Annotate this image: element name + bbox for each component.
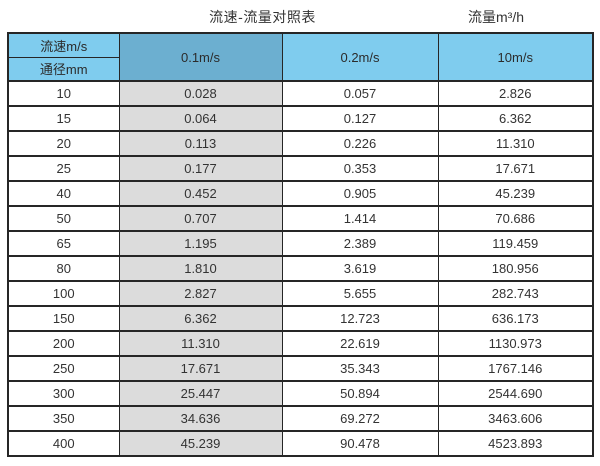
flow-cell-0-2ms: 5.655	[281, 280, 439, 307]
flow-cell-0-2ms: 0.353	[281, 155, 439, 182]
flow-cell-0-2ms: 0.127	[281, 105, 439, 132]
header-row-bottom: 通径mm	[7, 56, 593, 82]
flow-cell-0-2ms: 12.723	[281, 305, 439, 332]
diameter-cell: 10	[7, 80, 120, 107]
flow-rate-table: 流速m/s 0.1m/s 0.2m/s 10m/s 通径mm 10 0.028 …	[7, 32, 594, 457]
flow-cell-0-1ms: 1.195	[118, 230, 283, 257]
flow-cell-0-1ms: 11.310	[118, 330, 283, 357]
flow-cell-10ms: 45.239	[437, 180, 594, 207]
header-row-top: 流速m/s 0.1m/s 0.2m/s 10m/s	[7, 32, 594, 82]
diameter-cell: 65	[7, 230, 120, 257]
flow-cell-10ms: 1767.146	[437, 355, 594, 382]
table-row: 400 45.239 90.478 4523.893	[7, 430, 594, 457]
corner-cell-velocity: 流速m/s	[7, 32, 120, 58]
flow-cell-0-2ms: 3.619	[281, 255, 439, 282]
diameter-cell: 150	[7, 305, 120, 332]
flow-cell-0-1ms: 34.636	[118, 405, 283, 432]
table-row: 300 25.447 50.894 2544.690	[7, 380, 594, 407]
table-body: 10 0.028 0.057 2.826 15 0.064 0.127 6.36…	[7, 80, 594, 457]
diameter-cell: 40	[7, 180, 120, 207]
flow-cell-10ms: 4523.893	[437, 430, 594, 457]
flow-cell-0-2ms: 69.272	[281, 405, 439, 432]
table-row: 25 0.177 0.353 17.671	[7, 155, 594, 182]
column-header-0-1ms: 0.1m/s	[118, 32, 283, 82]
flow-cell-10ms: 17.671	[437, 155, 594, 182]
flow-cell-0-2ms: 0.057	[281, 80, 439, 107]
diameter-cell: 25	[7, 155, 120, 182]
table-row: 250 17.671 35.343 1767.146	[7, 355, 594, 382]
diameter-cell: 400	[7, 430, 120, 457]
flow-cell-0-2ms: 0.905	[281, 180, 439, 207]
flow-cell-10ms: 119.459	[437, 230, 594, 257]
flow-unit-label: 流量m³/h	[468, 9, 524, 25]
diameter-cell: 50	[7, 205, 120, 232]
table-row: 350 34.636 69.272 3463.606	[7, 405, 594, 432]
table-header: 流速m/s 0.1m/s 0.2m/s 10m/s 通径mm	[7, 32, 594, 82]
flow-cell-10ms: 282.743	[437, 280, 594, 307]
table-row: 40 0.452 0.905 45.239	[7, 180, 594, 207]
flow-cell-0-1ms: 0.452	[118, 180, 283, 207]
flow-cell-10ms: 11.310	[437, 130, 594, 157]
flow-cell-0-1ms: 1.810	[118, 255, 283, 282]
corner-cell-diameter: 通径mm	[7, 56, 120, 82]
table-row: 100 2.827 5.655 282.743	[7, 280, 594, 307]
table-row: 20 0.113 0.226 11.310	[7, 130, 594, 157]
diameter-cell: 20	[7, 130, 120, 157]
table-title: 流速-流量对照表	[209, 9, 316, 25]
flow-cell-10ms: 3463.606	[437, 405, 594, 432]
titlebar: 流速-流量对照表 流量m³/h	[0, 0, 600, 32]
diameter-cell: 15	[7, 105, 120, 132]
flow-cell-0-2ms: 0.226	[281, 130, 439, 157]
flow-cell-0-1ms: 0.028	[118, 80, 283, 107]
table-row: 200 11.310 22.619 1130.973	[7, 330, 594, 357]
flow-cell-0-1ms: 17.671	[118, 355, 283, 382]
table-row: 50 0.707 1.414 70.686	[7, 205, 594, 232]
column-header-10ms: 10m/s	[437, 32, 594, 82]
flow-cell-10ms: 70.686	[437, 205, 594, 232]
table-row: 10 0.028 0.057 2.826	[7, 80, 594, 107]
flow-cell-0-1ms: 0.113	[118, 130, 283, 157]
flow-cell-0-1ms: 0.064	[118, 105, 283, 132]
flow-cell-0-2ms: 1.414	[281, 205, 439, 232]
table-row: 65 1.195 2.389 119.459	[7, 230, 594, 257]
flow-cell-0-2ms: 22.619	[281, 330, 439, 357]
flow-cell-0-2ms: 2.389	[281, 230, 439, 257]
flow-cell-10ms: 1130.973	[437, 330, 594, 357]
column-header-0-2ms: 0.2m/s	[281, 32, 439, 82]
flow-cell-0-1ms: 45.239	[118, 430, 283, 457]
flow-cell-0-1ms: 2.827	[118, 280, 283, 307]
diameter-cell: 250	[7, 355, 120, 382]
flow-cell-10ms: 636.173	[437, 305, 594, 332]
flow-cell-10ms: 2544.690	[437, 380, 594, 407]
flow-cell-0-2ms: 50.894	[281, 380, 439, 407]
table-row: 80 1.810 3.619 180.956	[7, 255, 594, 282]
table-row: 15 0.064 0.127 6.362	[7, 105, 594, 132]
flow-cell-0-1ms: 0.177	[118, 155, 283, 182]
flow-cell-0-1ms: 0.707	[118, 205, 283, 232]
diameter-cell: 300	[7, 380, 120, 407]
flow-cell-10ms: 6.362	[437, 105, 594, 132]
table-row: 150 6.362 12.723 636.173	[7, 305, 594, 332]
flow-cell-0-2ms: 90.478	[281, 430, 439, 457]
diameter-cell: 80	[7, 255, 120, 282]
flow-cell-10ms: 2.826	[437, 80, 594, 107]
flow-cell-0-2ms: 35.343	[281, 355, 439, 382]
flow-cell-0-1ms: 25.447	[118, 380, 283, 407]
diameter-cell: 200	[7, 330, 120, 357]
flow-cell-10ms: 180.956	[437, 255, 594, 282]
diameter-cell: 350	[7, 405, 120, 432]
diameter-cell: 100	[7, 280, 120, 307]
flow-cell-0-1ms: 6.362	[118, 305, 283, 332]
